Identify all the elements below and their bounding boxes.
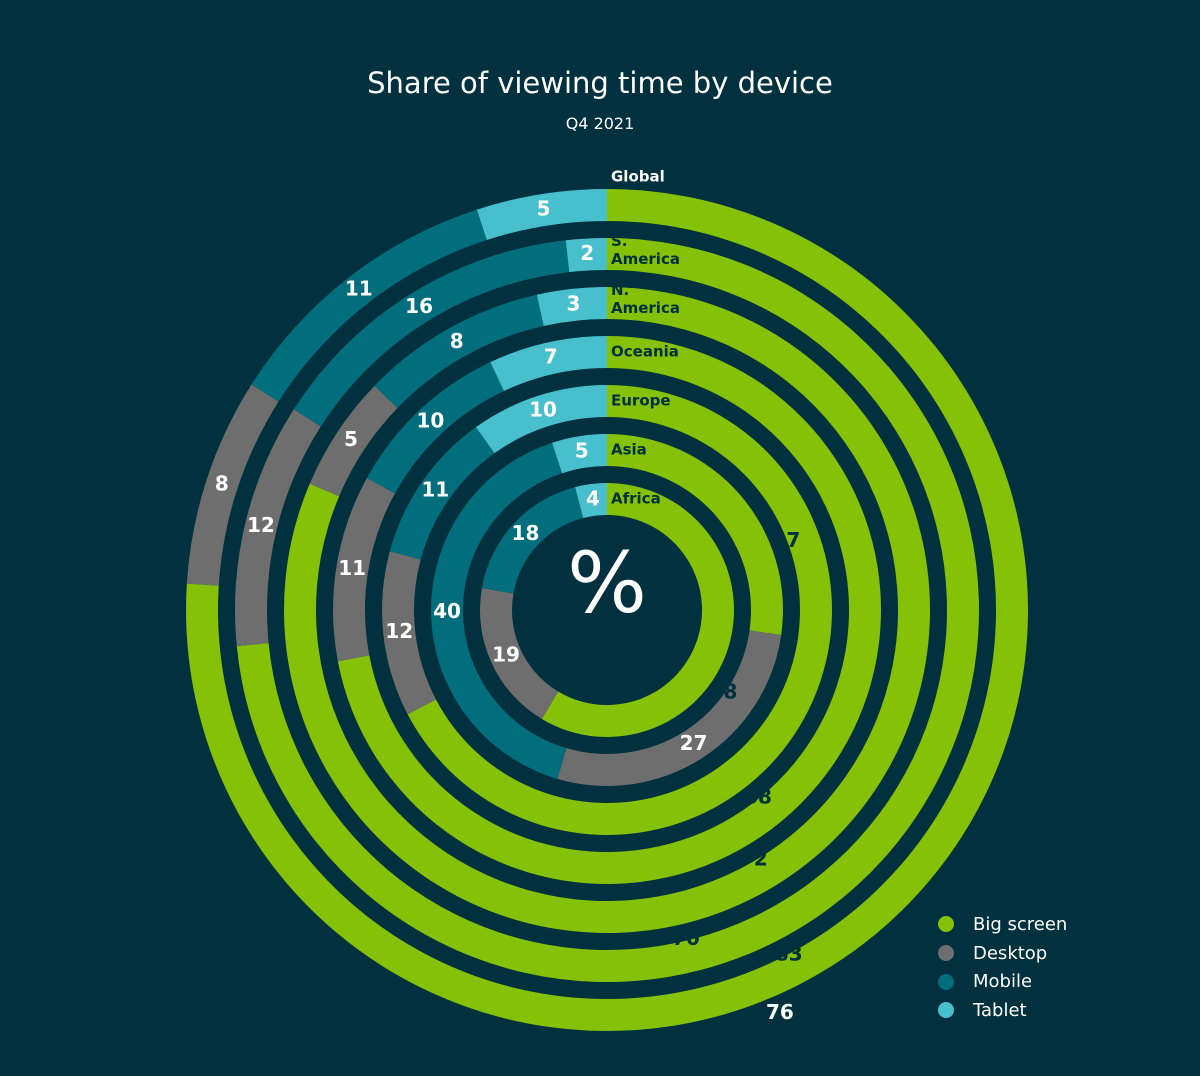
legend-label: Tablet (973, 999, 1027, 1021)
ring-segment-oceania-mobile (366, 362, 504, 494)
value-label-europe-mobile: 11 (421, 477, 449, 501)
value-label-s-america-desktop: 12 (247, 513, 275, 537)
ring-segment-global-tablet (476, 189, 607, 241)
ring-segment-africa-mobile (481, 487, 584, 594)
chart-subtitle: Q4 2021 (565, 114, 635, 133)
ring-segment-africa-desktop (479, 587, 559, 719)
ring-segment-s-america-desktop (234, 409, 321, 647)
ring-segment-europe-desktop (382, 551, 436, 715)
value-label-europe-tablet: 10 (529, 398, 557, 422)
region-label-global: Global (611, 168, 665, 186)
legend-item-desktop: Desktop (938, 939, 1067, 968)
value-label-s-america-big-screen: 83 (775, 942, 803, 966)
value-label-africa-tablet: 4 (586, 486, 600, 510)
value-label-n-america-big-screen: 70 (672, 926, 700, 950)
value-label-oceania-big-screen: 72 (740, 847, 768, 871)
region-label-asia: Asia (611, 441, 647, 459)
ring-segment-n-america-desktop (309, 385, 398, 497)
region-label-n-america: N. America (611, 281, 680, 317)
ring-segment-europe-mobile (389, 427, 495, 560)
value-label-global-tablet: 5 (537, 196, 551, 220)
value-label-oceania-mobile: 10 (416, 408, 444, 432)
value-label-asia-big-screen: 27 (772, 528, 800, 552)
ring-segment-s-america-tablet (565, 238, 607, 273)
value-label-global-big-screen: 76 (766, 1000, 794, 1024)
value-label-asia-tablet: 5 (575, 439, 589, 463)
legend-swatch-big-screen (938, 916, 954, 933)
value-label-global-mobile: 11 (345, 276, 373, 300)
legend-label: Mobile (973, 971, 1033, 993)
value-label-europe-big-screen: 68 (744, 784, 772, 808)
value-label-europe-desktop: 12 (385, 619, 413, 643)
value-label-africa-mobile: 18 (512, 521, 540, 545)
ring-segment-asia-tablet (552, 434, 607, 474)
legend: Big screen Desktop Mobile Tablet (938, 910, 1067, 1025)
value-label-africa-desktop: 19 (492, 643, 520, 667)
region-label-s-america: S. America (611, 232, 680, 268)
legend-swatch-tablet (938, 1002, 954, 1019)
ring-segment-global-desktop (186, 384, 279, 586)
ring-segment-asia-big-screen (607, 434, 783, 636)
legend-item-tablet: Tablet (938, 996, 1067, 1025)
value-label-africa-big-screen: 58 (710, 679, 738, 703)
ring-segment-n-america-mobile (374, 294, 544, 409)
value-label-n-america-tablet: 3 (566, 291, 580, 315)
legend-swatch-mobile (938, 973, 954, 990)
ring-segment-africa-big-screen (541, 483, 735, 738)
ring-segment-asia-mobile (430, 442, 567, 779)
ring-segment-africa-tablet (575, 483, 607, 519)
region-label-europe: Europe (611, 392, 671, 410)
legend-item-big-screen: Big screen (938, 910, 1067, 939)
legend-swatch-desktop (938, 945, 954, 962)
center-label: % (567, 534, 647, 632)
value-label-oceania-desktop: 11 (338, 556, 366, 580)
value-label-asia-mobile: 40 (433, 599, 461, 623)
ring-segment-asia-desktop (557, 630, 782, 786)
legend-label: Desktop (973, 942, 1048, 964)
ring-segment-oceania-desktop (333, 477, 395, 662)
value-label-n-america-mobile: 8 (450, 329, 464, 353)
ring-segment-oceania-tablet (490, 336, 607, 392)
value-label-n-america-desktop: 5 (344, 427, 358, 451)
ring-segment-s-america-mobile (293, 240, 570, 427)
value-label-asia-desktop: 27 (680, 731, 708, 755)
ring-segment-europe-tablet (475, 385, 607, 454)
legend-item-mobile: Mobile (938, 967, 1067, 996)
value-label-global-desktop: 8 (215, 471, 229, 495)
ring-segment-n-america-tablet (536, 287, 607, 326)
ring-layer (186, 189, 1029, 1031)
chart-title: Share of viewing time by device (367, 66, 833, 100)
legend-label: Big screen (973, 913, 1068, 935)
region-label-oceania: Oceania (611, 343, 679, 361)
value-label-s-america-mobile: 16 (405, 294, 433, 318)
ring-segment-global-mobile (251, 209, 487, 402)
region-label-africa: Africa (611, 490, 661, 508)
value-label-s-america-tablet: 2 (580, 241, 594, 265)
value-label-oceania-tablet: 7 (544, 345, 558, 369)
